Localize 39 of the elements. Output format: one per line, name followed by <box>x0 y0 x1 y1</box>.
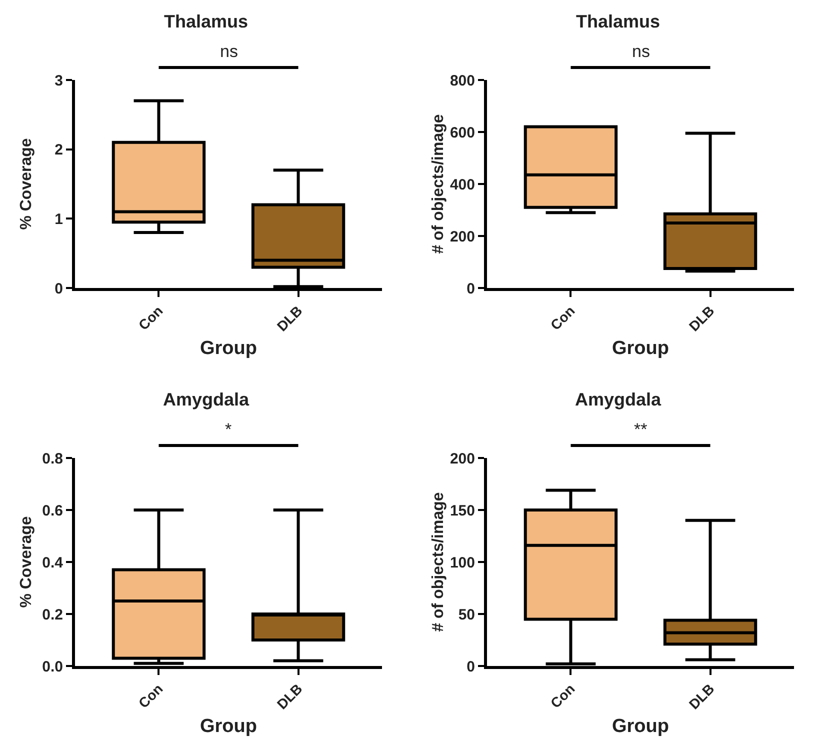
y-tick-label: 0.0 <box>42 658 63 676</box>
y-axis-title: % Coverage <box>18 516 35 608</box>
text: * <box>225 420 232 439</box>
y-axis-title: % Coverage <box>18 138 35 230</box>
y-tick-label: 800 <box>450 72 475 90</box>
chart-title: Thalamus <box>576 12 660 32</box>
y-tick-label: 0 <box>54 280 63 298</box>
chart-title: Thalamus <box>164 12 248 32</box>
x-axis-title: Group <box>612 716 669 738</box>
y-tick-label: 1 <box>54 210 63 228</box>
y-tick-label: 150 <box>450 502 475 520</box>
y-tick-label: 100 <box>450 554 475 572</box>
x-tick-label: Con <box>135 302 166 334</box>
y-tick-label: 400 <box>450 176 475 194</box>
x-axis-title: Group <box>612 338 669 360</box>
y-tick-label: 200 <box>450 450 475 468</box>
x-tick-label: Con <box>135 680 166 712</box>
y-tick-label: 0.6 <box>42 502 63 520</box>
y-axis-title: # of objects/image <box>430 492 447 632</box>
y-tick-label: 0.2 <box>42 606 63 624</box>
chart-title: Amygdala <box>162 390 250 410</box>
text: ** <box>634 420 648 439</box>
y-tick-label: 0.4 <box>42 554 64 572</box>
y-tick-label: 0 <box>466 658 475 676</box>
y-tick-label: 0 <box>466 280 475 298</box>
x-axis-title: Group <box>200 338 257 360</box>
y-tick-label: 50 <box>458 606 475 624</box>
y-tick-label: 200 <box>450 228 475 246</box>
text: ns <box>220 42 238 61</box>
y-tick-label: 2 <box>54 142 63 159</box>
text: ns <box>632 42 650 61</box>
y-tick-label: 0.8 <box>42 450 63 468</box>
x-axis-title: Group <box>200 716 257 738</box>
y-tick-label: 3 <box>54 72 63 90</box>
y-tick-label: 600 <box>450 124 475 142</box>
x-tick-label: Con <box>547 680 578 712</box>
x-tick-label: Con <box>547 302 578 334</box>
chart-title: Amygdala <box>574 390 662 410</box>
y-axis-title: # of objects/image <box>430 114 447 254</box>
